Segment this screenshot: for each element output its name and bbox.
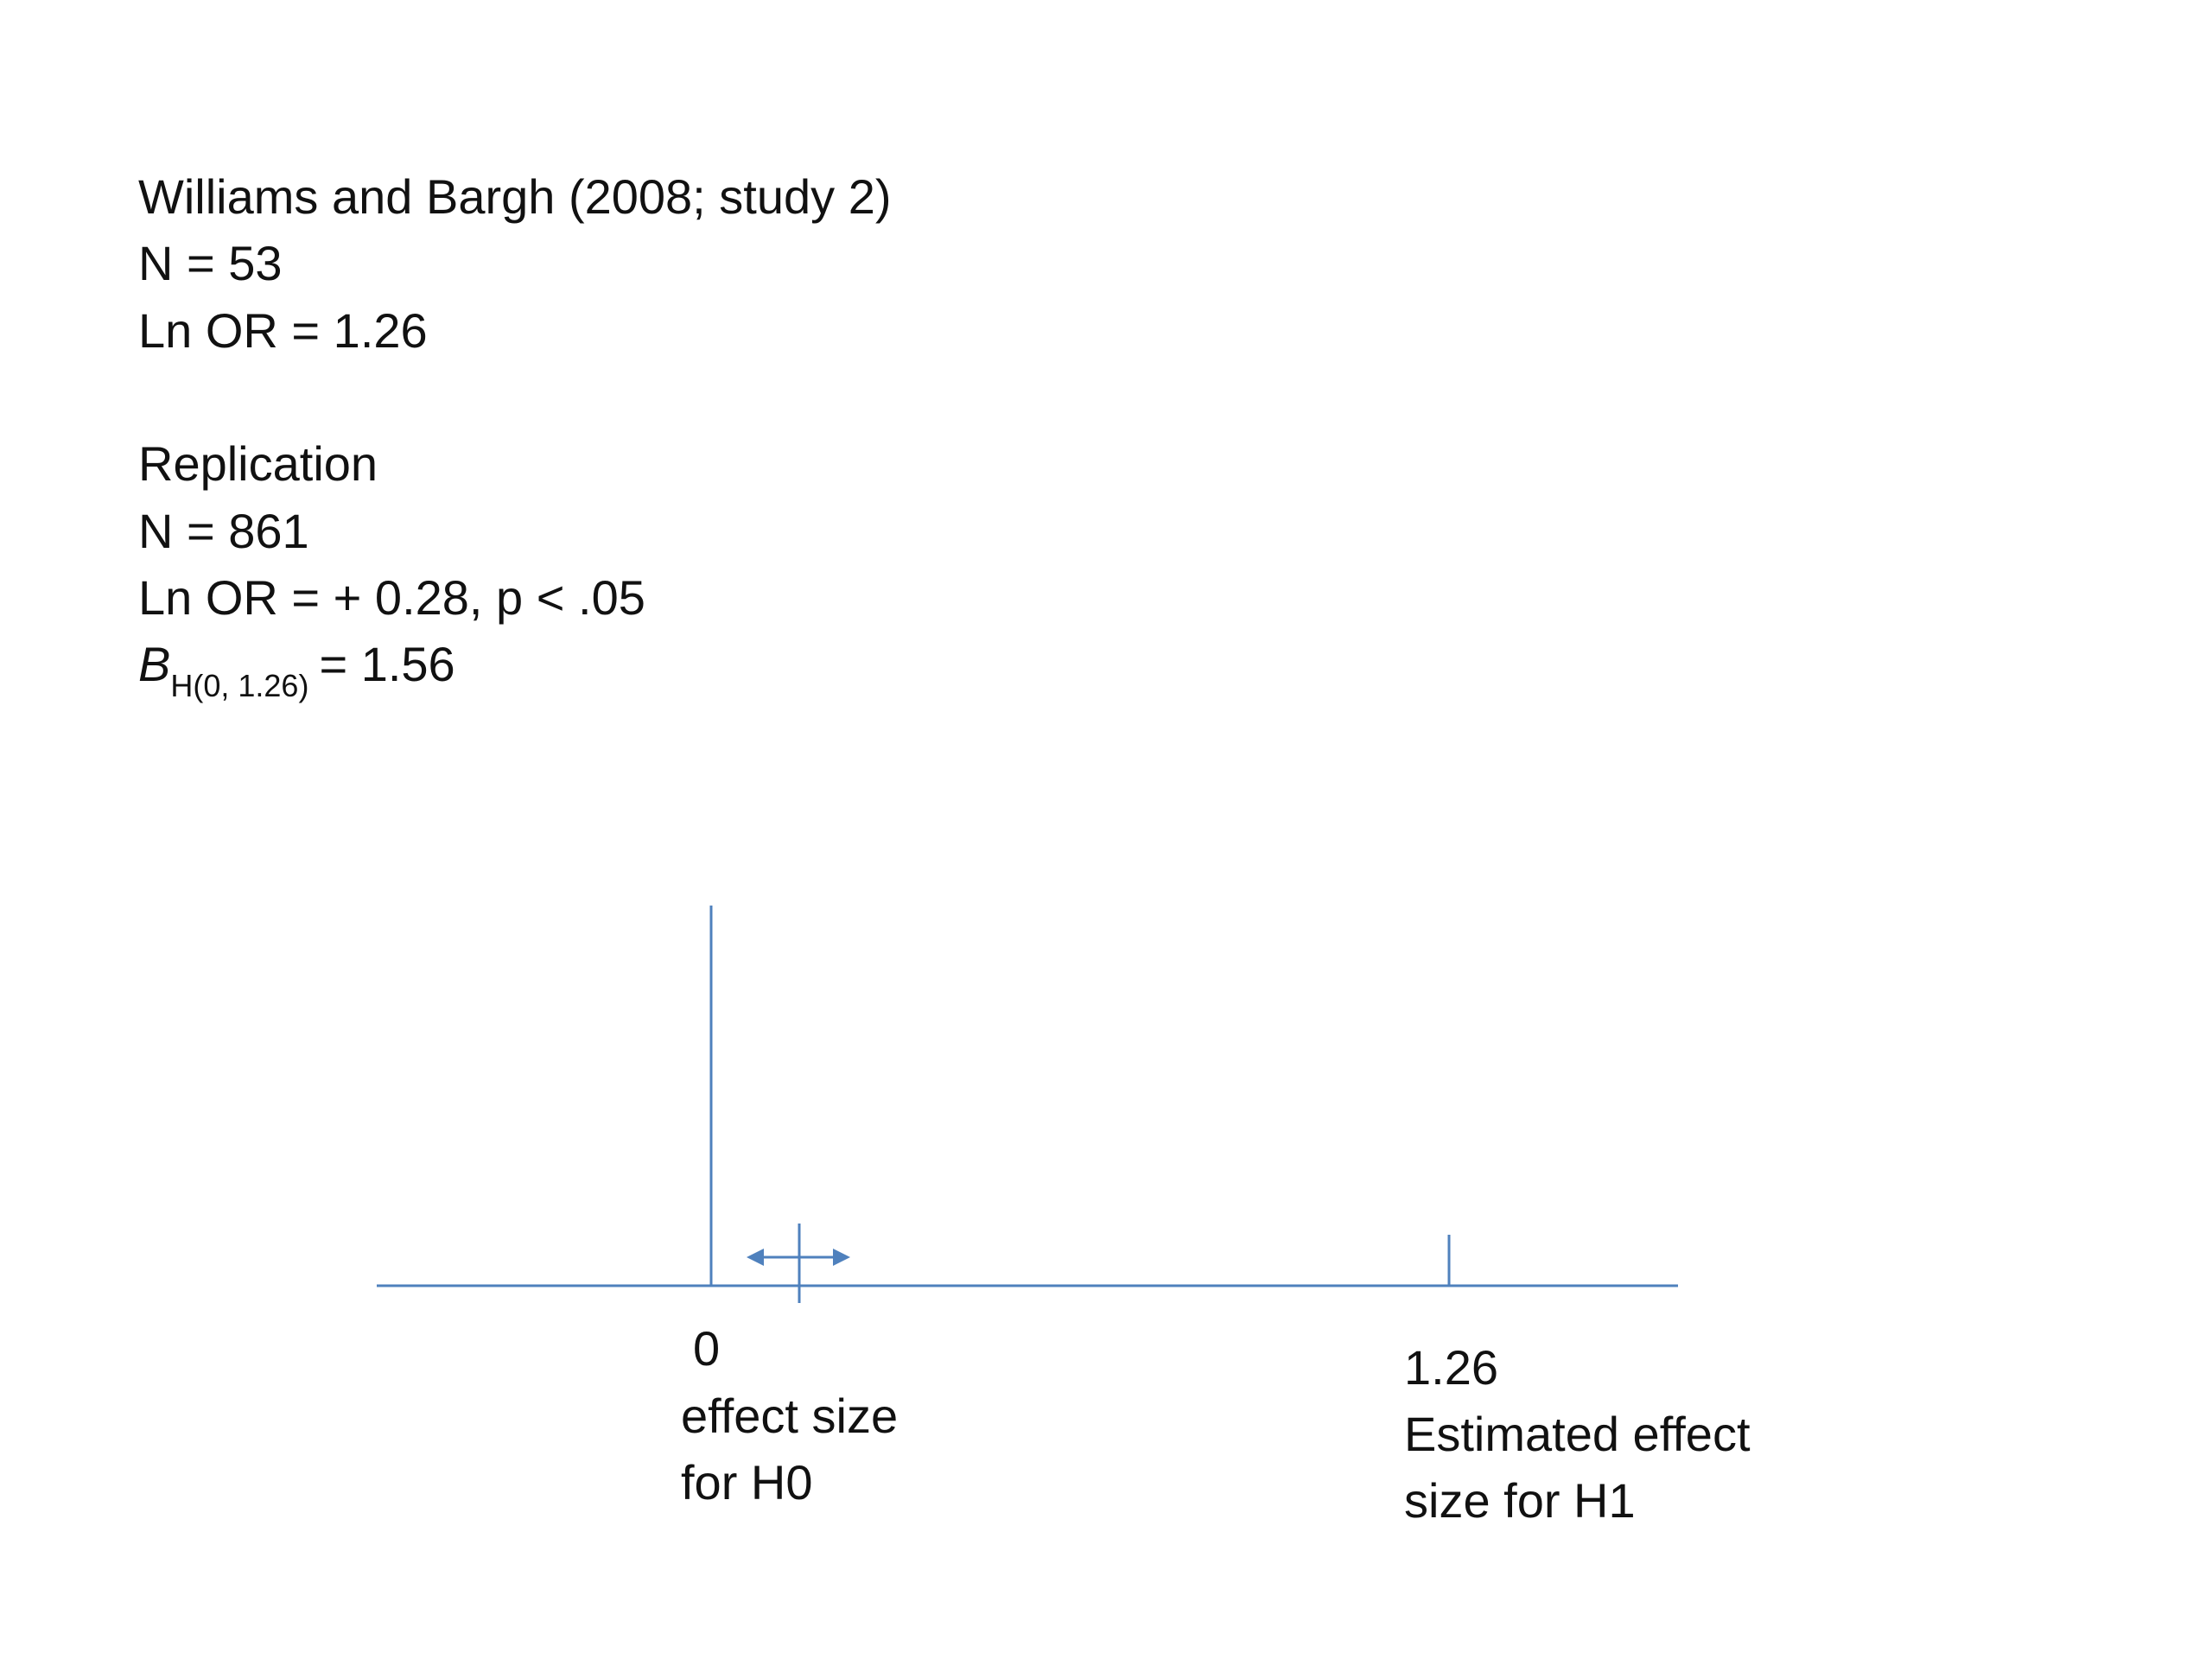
bayes-value: = 1.56 bbox=[319, 637, 454, 691]
bayes-subscript: H(0, 1.26) bbox=[170, 668, 308, 703]
replication-n: N = 861 bbox=[138, 504, 309, 558]
replication-effect: Ln OR = + 0.28, p < .05 bbox=[138, 570, 645, 625]
bayes-factor: BH(0, 1.26) = 1.56 bbox=[138, 637, 455, 703]
original-n: N = 53 bbox=[138, 236, 283, 290]
original-effect: Ln OR = 1.26 bbox=[138, 303, 428, 358]
h0-label: for H0 bbox=[681, 1455, 813, 1510]
arrow-head-right bbox=[833, 1249, 850, 1266]
h0-label: effect size bbox=[681, 1389, 898, 1443]
h0-value: 0 bbox=[693, 1321, 720, 1376]
h1-label: size for H1 bbox=[1404, 1473, 1636, 1528]
arrow-head-left bbox=[747, 1249, 764, 1266]
replication-title: Replication bbox=[138, 436, 378, 491]
h1-label: Estimated effect bbox=[1404, 1407, 1751, 1461]
original-title: Williams and Bargh (2008; study 2) bbox=[138, 169, 892, 224]
h1-value: 1.26 bbox=[1404, 1340, 1498, 1395]
bayes-symbol: B bbox=[138, 637, 170, 691]
